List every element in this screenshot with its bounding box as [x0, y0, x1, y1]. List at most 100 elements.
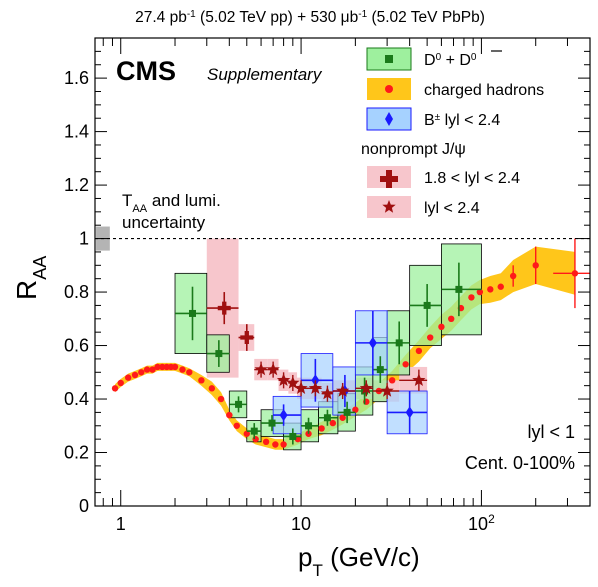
y-tick-label: 1.4: [64, 122, 89, 142]
jpsi-mid-point: [308, 381, 322, 394]
jpsi-mid-point: [380, 384, 394, 397]
d0-point: [395, 339, 403, 347]
d0-point: [188, 309, 196, 317]
hadrons-point: [388, 377, 396, 384]
x-axis-title: pT (GeV/c): [298, 542, 420, 580]
legend-hadrons-marker: [385, 85, 393, 93]
hadrons-point: [171, 363, 179, 371]
legend-jpsi-header: nonprompt J/ψ: [361, 141, 466, 158]
hadrons-point: [509, 272, 517, 280]
hadrons-point: [149, 366, 156, 373]
bpm-point: [405, 406, 414, 419]
jpsi-mid-point: [254, 362, 268, 376]
hadrons-point: [280, 441, 287, 448]
cms-sub-label: Supplementary: [207, 65, 323, 84]
jpsi-mid-point: [359, 381, 373, 394]
jpsi-mid-point: [320, 386, 335, 400]
taa-annotation: TAA and lumi.: [122, 191, 221, 215]
hadrons-point: [427, 334, 434, 341]
d0-point: [423, 301, 431, 309]
hadrons-point: [154, 363, 161, 371]
legend-d0-marker: [385, 55, 393, 63]
hadrons-point: [243, 430, 250, 437]
plot-frame: [94, 37, 591, 507]
hadrons-point: [476, 288, 484, 296]
x-tick-label: 10: [291, 514, 311, 534]
hadrons-point: [186, 369, 193, 376]
axes: 0 0.2 0.4 0.6 0.8 1 1.2 1.4 1.6 1 10 102: [64, 38, 591, 534]
hadrons-point: [117, 379, 124, 387]
jpsi-mid-point: [276, 373, 291, 386]
d0-point: [215, 350, 223, 358]
legend: D0 + D0 charged hadrons B± lyl < 2.4 non…: [361, 47, 544, 218]
d0-point: [343, 408, 351, 416]
legend-jpsi-mid-marker: [382, 200, 396, 213]
d0-point: [455, 285, 463, 293]
hadrons-point: [131, 371, 139, 379]
d0-point: [268, 419, 276, 427]
cms-label: CMS: [116, 56, 176, 86]
hadrons-point: [198, 377, 205, 384]
hadrons-point: [252, 435, 259, 443]
y-tick-label: 0.6: [64, 336, 89, 356]
d0-point: [289, 432, 297, 440]
jpsi-mid-point: [336, 384, 350, 397]
y-tick-label: 0: [79, 496, 89, 516]
hadrons-point: [143, 366, 151, 373]
hadrons-point: [226, 411, 233, 419]
d0-point: [250, 427, 258, 435]
jpsi-fwd-point: [240, 331, 254, 345]
hadrons-point: [339, 414, 346, 421]
hadrons-point: [208, 385, 216, 392]
bpm-point: [368, 336, 377, 349]
hadrons-point: [402, 361, 409, 368]
legend-d0-label: D0 + D0: [424, 52, 477, 70]
jpsi-fwd-point: [217, 301, 231, 315]
hadrons-point: [179, 366, 186, 373]
hadrons-point: [124, 374, 132, 381]
y-tick-label: 1.6: [64, 68, 89, 88]
hadrons-point: [159, 363, 166, 371]
hadrons-point: [468, 294, 475, 301]
d0-point: [376, 366, 384, 374]
hadrons-point: [438, 323, 445, 331]
hadrons-point: [415, 347, 423, 355]
hadrons-point: [262, 438, 270, 446]
hadrons-point: [233, 422, 240, 429]
x-tick-label-exponent: 2: [488, 512, 495, 526]
legend-bpm-label: B± lyl < 2.4: [424, 112, 500, 130]
hadrons-point: [138, 369, 145, 376]
d0-point: [235, 400, 243, 408]
y-tick-label: 0.8: [64, 282, 89, 302]
x-tick-label: 1: [116, 514, 126, 534]
jpsi-mid-point: [286, 376, 300, 389]
data-layer: [96, 226, 590, 451]
hadrons-point: [217, 395, 225, 403]
hadrons-point: [448, 315, 455, 322]
hadrons-point: [352, 406, 359, 413]
legend-bpm-marker: [385, 112, 393, 126]
y-tick-label: 1.2: [64, 175, 89, 195]
hadrons-point: [571, 270, 579, 277]
d0-point: [305, 422, 313, 430]
y-tick-label: 1: [79, 229, 89, 249]
jpsi-mid-point: [266, 362, 280, 376]
hadrons-point: [329, 419, 337, 427]
hadrons-point: [111, 385, 119, 392]
jpsi-mid-point: [412, 373, 426, 386]
rapidity-label: lyl < 1: [527, 422, 575, 442]
header-label: 27.4 pb-1 (5.02 TeV pp) + 530 μb-1 (5.02…: [135, 9, 485, 27]
hadrons-point: [532, 262, 539, 269]
x-tick-label: 102: [468, 512, 495, 534]
y-axis-title: RAA: [11, 256, 50, 300]
hadrons-point: [318, 425, 325, 432]
legend-jpsi-fwd-marker: [380, 170, 398, 188]
taa-annotation-line2: uncertainty: [122, 213, 206, 232]
legend-jpsi-mid-label: lyl < 2.4: [424, 200, 480, 217]
hadrons-point: [487, 286, 494, 293]
centrality-label: Cent. 0-100%: [465, 453, 575, 473]
d0-point: [323, 414, 331, 422]
bpm-point: [279, 409, 288, 422]
hadrons-point: [497, 283, 504, 290]
